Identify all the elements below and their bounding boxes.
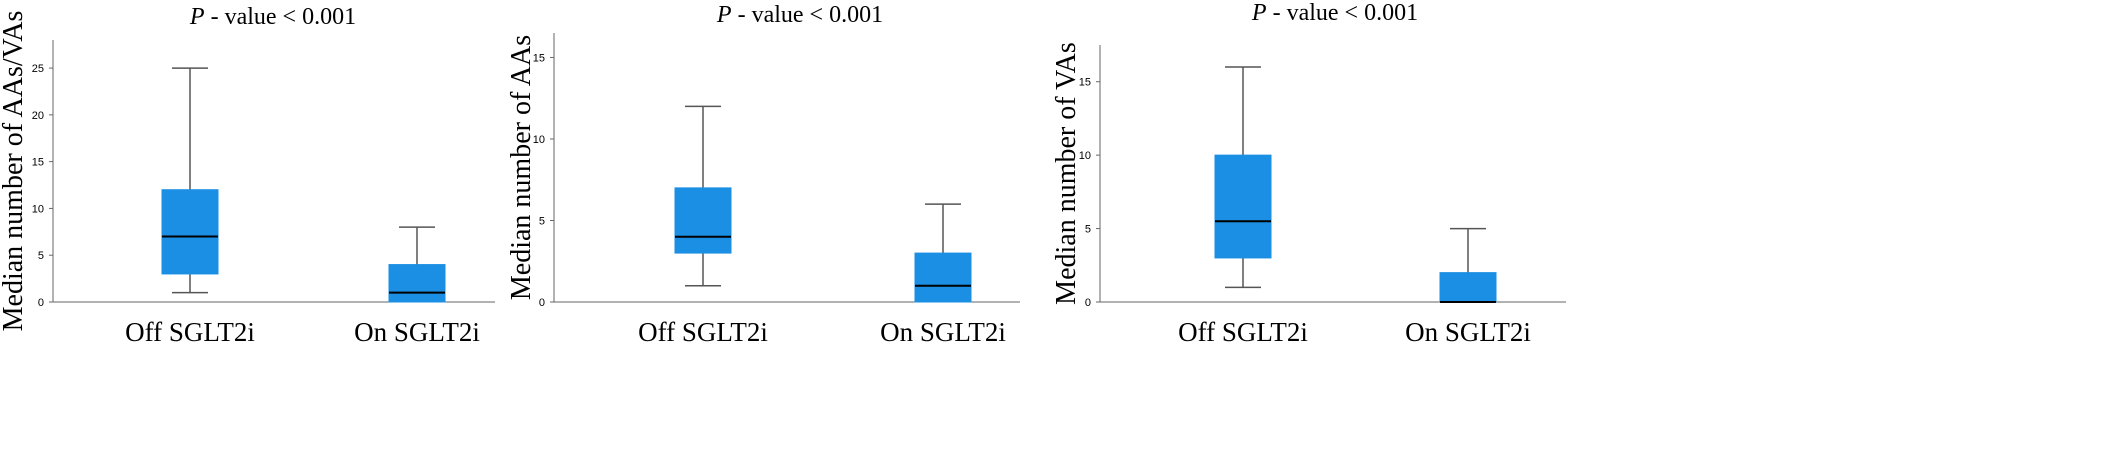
- y-axis-title: Median number of AAs/VAs: [0, 11, 29, 332]
- chart-panel-1: P - value < 0.001 Median number of AAs/VA…: [0, 4, 495, 347]
- chart-panel-3: P - value < 0.001 Median number of VAs 0 5 1…: [1051, 0, 1566, 347]
- y-tick-label: 25: [32, 63, 44, 75]
- iqr-box: [161, 189, 219, 275]
- y-tick-label: 10: [533, 134, 545, 146]
- x-category-label: On SGLT2i: [1405, 317, 1531, 347]
- box-on-sglt2i: [1439, 227, 1497, 303]
- x-category-label: On SGLT2i: [354, 317, 480, 347]
- title-rest: - value < 0.001: [1267, 0, 1419, 26]
- y-tick-label: 0: [38, 297, 44, 309]
- iqr-box: [914, 252, 972, 303]
- y-tick-label: 10: [32, 203, 44, 215]
- y-tick-label: 15: [32, 157, 44, 169]
- x-category-label: Off SGLT2i: [1178, 317, 1308, 347]
- x-category-label: Off SGLT2i: [638, 317, 768, 347]
- box-off-sglt2i: [674, 105, 732, 287]
- y-tick-label: 20: [32, 110, 44, 122]
- title-rest: - value < 0.001: [732, 2, 884, 28]
- iqr-box: [388, 264, 446, 303]
- chart-title: P - value < 0.001: [716, 2, 883, 28]
- y-tick-label: 15: [533, 52, 545, 64]
- box-on-sglt2i: [388, 226, 446, 303]
- y-tick-label: 5: [539, 215, 545, 227]
- title-rest: - value < 0.001: [205, 4, 357, 30]
- title-italic-p: P: [716, 2, 732, 28]
- iqr-box: [674, 187, 732, 254]
- chart-title: P - value < 0.001: [1251, 0, 1418, 26]
- iqr-box: [1214, 154, 1272, 259]
- title-italic-p: P: [189, 4, 205, 30]
- title-italic-p: P: [1251, 0, 1267, 26]
- y-tick-label: 5: [38, 250, 44, 262]
- box-on-sglt2i: [914, 203, 972, 303]
- y-tick-label: 0: [1085, 297, 1091, 309]
- x-category-label: On SGLT2i: [880, 317, 1006, 347]
- y-tick-label: 10: [1079, 150, 1091, 162]
- x-category-label: Off SGLT2i: [125, 317, 255, 347]
- box-off-sglt2i: [1214, 66, 1272, 289]
- y-tick-label: 15: [1079, 77, 1091, 89]
- box-off-sglt2i: [161, 67, 219, 294]
- y-tick-label: 5: [1085, 224, 1091, 236]
- chart-title: P - value < 0.001: [189, 4, 356, 30]
- y-tick-label: 0: [539, 297, 545, 309]
- iqr-box: [1439, 272, 1497, 303]
- y-axis-title: Median number of VAs: [1051, 42, 1082, 305]
- y-axis-title: Median number of AAs: [506, 35, 537, 300]
